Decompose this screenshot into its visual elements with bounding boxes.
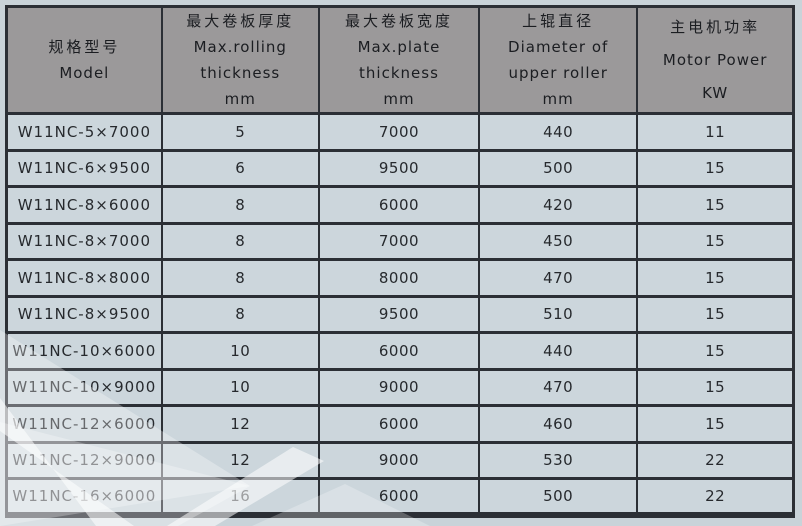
cell-max-plate-width: 8000	[317, 258, 480, 296]
cell-upper-roller-diameter: 500	[478, 477, 638, 515]
header-line: mm	[542, 90, 574, 108]
cell-model: W11NC-16×6000	[5, 477, 162, 515]
table-row: W11NC-6×9500 6 9500 500 15	[5, 148, 794, 187]
header-line: mm	[383, 90, 415, 108]
cell-max-rolling-thickness: 5	[160, 112, 319, 150]
cell-motor-power: 15	[636, 258, 794, 296]
header-line: upper roller	[508, 64, 608, 82]
cell-upper-roller-diameter: 510	[478, 294, 638, 333]
cell-upper-roller-diameter: 440	[478, 331, 638, 369]
table-row: W11NC-8×8000 8 8000 470 15	[5, 258, 794, 296]
col-header-upper-roller-diameter: 上辊直径 Diameter of upper roller mm	[478, 5, 638, 114]
cell-max-plate-width: 9500	[317, 294, 480, 333]
cell-max-plate-width: 6000	[317, 185, 480, 223]
cell-motor-power: 15	[636, 148, 794, 187]
header-line: thickness	[200, 64, 281, 82]
table-row: W11NC-8×6000 8 6000 420 15	[5, 185, 794, 223]
cell-max-rolling-thickness: 8	[160, 258, 319, 296]
cell-max-rolling-thickness: 8	[160, 185, 319, 223]
cell-motor-power: 15	[636, 294, 794, 333]
cell-upper-roller-diameter: 500	[478, 148, 638, 187]
cell-motor-power: 22	[636, 477, 794, 515]
cell-motor-power: 15	[636, 367, 794, 406]
header-row: 规格型号 Model 最大卷板厚度 Max.rolling thickness mm 最…	[5, 5, 794, 114]
cell-model: W11NC-12×6000	[5, 404, 162, 442]
header-line: Diameter of	[508, 38, 609, 56]
cell-model: W11NC-8×7000	[5, 221, 162, 260]
cell-motor-power: 22	[636, 440, 794, 479]
cell-max-rolling-thickness: 10	[160, 367, 319, 406]
cell-max-rolling-thickness: 10	[160, 331, 319, 369]
table-row: W11NC-8×7000 8 7000 450 15	[5, 221, 794, 260]
col-header-max-rolling-thickness: 最大卷板厚度 Max.rolling thickness mm	[160, 5, 319, 114]
cell-motor-power: 15	[636, 221, 794, 260]
cell-upper-roller-diameter: 470	[478, 258, 638, 296]
cell-max-plate-width: 9000	[317, 440, 480, 479]
table-body: W11NC-5×7000 5 7000 440 11 W11NC-6×9500 6 9500…	[5, 112, 794, 515]
col-header-max-plate-width: 最大卷板宽度 Max.plate thickness mm	[317, 5, 480, 114]
header-line: 最大卷板宽度	[344, 12, 453, 30]
cell-model: W11NC-6×9500	[5, 148, 162, 187]
table-row: W11NC-12×6000 12 6000 460 15	[5, 404, 794, 442]
table-row: W11NC-10×6000 10 6000 440 15	[5, 331, 794, 369]
header-line: Max.rolling	[193, 38, 287, 56]
cell-model: W11NC-12×9000	[5, 440, 162, 479]
header-line: Model	[59, 64, 110, 82]
table-row: W11NC-5×7000 5 7000 440 11	[5, 112, 794, 150]
cell-max-plate-width: 6000	[317, 477, 480, 515]
cell-model: W11NC-8×6000	[5, 185, 162, 223]
cell-upper-roller-diameter: 460	[478, 404, 638, 442]
specification-table: 规格型号 Model 最大卷板厚度 Max.rolling thickness mm 最…	[5, 5, 795, 518]
cell-max-plate-width: 9000	[317, 367, 480, 406]
cell-upper-roller-diameter: 420	[478, 185, 638, 223]
header-line: thickness	[359, 64, 439, 82]
cell-motor-power: 11	[636, 112, 794, 150]
header-line: Max.plate	[357, 38, 441, 56]
table-row: W11NC-10×9000 10 9000 470 15	[5, 367, 794, 406]
cell-model: W11NC-5×7000	[5, 112, 162, 150]
cell-motor-power: 15	[636, 404, 794, 442]
cell-max-rolling-thickness: 12	[160, 440, 319, 479]
col-header-motor-power: 主电机功率 Motor Power KW	[636, 5, 794, 114]
cell-upper-roller-diameter: 470	[478, 367, 638, 406]
col-header-model: 规格型号 Model	[5, 5, 162, 114]
cell-upper-roller-diameter: 450	[478, 221, 638, 260]
header-line: Motor Power	[662, 50, 768, 69]
table-row: W11NC-12×9000 12 9000 530 22	[5, 440, 794, 479]
cell-max-rolling-thickness: 12	[160, 404, 319, 442]
cell-max-plate-width: 6000	[317, 331, 480, 369]
cell-upper-roller-diameter: 440	[478, 112, 638, 150]
cell-max-plate-width: 9500	[317, 148, 480, 187]
table-row: W11NC-16×6000 16 6000 500 22	[5, 477, 794, 515]
cell-max-plate-width: 7000	[317, 112, 480, 150]
cell-motor-power: 15	[636, 331, 794, 369]
table-header: 规格型号 Model 最大卷板厚度 Max.rolling thickness mm 最…	[5, 5, 794, 114]
cell-upper-roller-diameter: 530	[478, 440, 638, 479]
cell-motor-power: 15	[636, 185, 794, 223]
cell-model: W11NC-10×6000	[5, 331, 162, 369]
header-line: 最大卷板厚度	[186, 12, 295, 30]
header-line: 主电机功率	[670, 17, 761, 36]
cell-max-rolling-thickness: 8	[160, 221, 319, 260]
cell-max-rolling-thickness: 16	[160, 477, 319, 515]
header-line: 上辊直径	[522, 12, 595, 30]
cell-model: W11NC-8×9500	[5, 294, 162, 333]
cell-max-plate-width: 7000	[317, 221, 480, 260]
table-row: W11NC-8×9500 8 9500 510 15	[5, 294, 794, 333]
header-line: mm	[224, 90, 256, 108]
cell-max-rolling-thickness: 6	[160, 148, 319, 187]
cell-max-plate-width: 6000	[317, 404, 480, 442]
cell-max-rolling-thickness: 8	[160, 294, 319, 333]
header-line: 规格型号	[48, 38, 121, 56]
cell-model: W11NC-8×8000	[5, 258, 162, 296]
header-line: KW	[702, 83, 729, 102]
cell-model: W11NC-10×9000	[5, 367, 162, 406]
